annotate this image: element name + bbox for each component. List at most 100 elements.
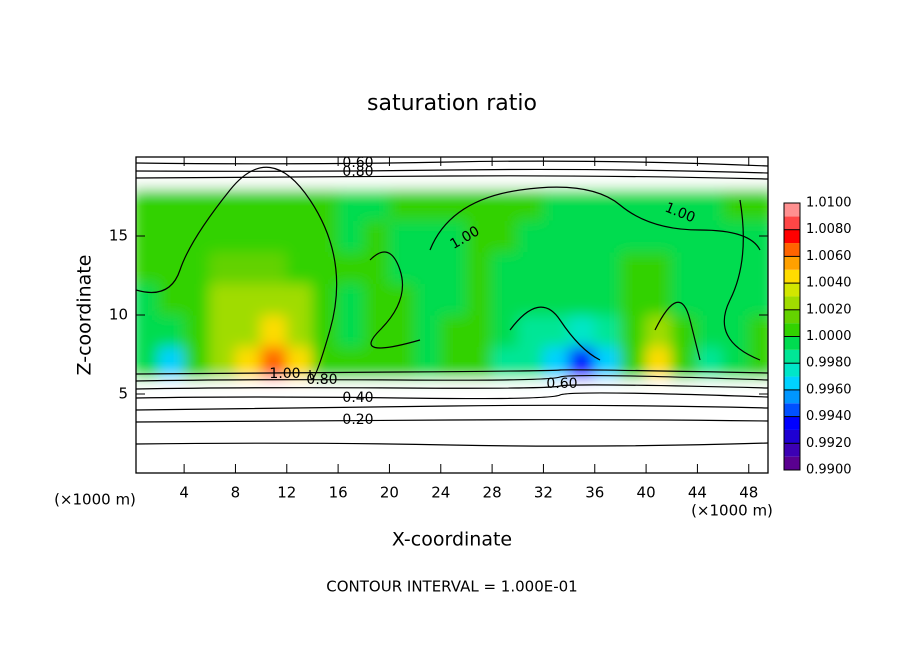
cell: [465, 409, 493, 442]
cell: [465, 346, 493, 379]
cell: [645, 282, 673, 316]
cell: [183, 377, 211, 411]
cell: [645, 251, 673, 284]
cell: [748, 282, 768, 316]
cell: [568, 157, 596, 190]
cell: [748, 188, 768, 221]
cell: [722, 188, 750, 221]
cell: [260, 219, 288, 253]
cell: [748, 440, 768, 473]
cell: [337, 346, 365, 379]
cell: [260, 440, 288, 473]
cell: [645, 188, 673, 221]
cell: [414, 314, 442, 348]
cell: [260, 157, 288, 190]
colorbar-swatch: [784, 203, 800, 217]
cell: [209, 440, 236, 473]
cell: [234, 314, 262, 348]
cell: [183, 251, 211, 284]
cell: [594, 157, 621, 190]
x-tick-label: 4: [179, 484, 189, 502]
cell: [748, 377, 768, 411]
cell: [414, 157, 442, 190]
contour-line: [136, 404, 768, 411]
x-tick-label: 16: [329, 484, 348, 502]
cell: [517, 314, 544, 348]
cell: [363, 440, 390, 473]
cell: [157, 188, 185, 221]
cell: [619, 314, 647, 348]
cell: [209, 188, 236, 221]
cell: [594, 346, 621, 379]
cell: [311, 440, 339, 473]
cell: [619, 409, 647, 442]
cell: [363, 251, 390, 284]
cell: [440, 346, 467, 379]
cell: [465, 251, 493, 284]
cell: [671, 440, 698, 473]
colorbar-swatch: [784, 456, 800, 470]
cell: [209, 219, 236, 253]
cell: [491, 251, 519, 284]
colorbar-label: 1.0080: [806, 222, 852, 237]
cell: [388, 157, 416, 190]
cell: [542, 188, 570, 221]
cell: [183, 188, 211, 221]
colorbar-swatch: [784, 429, 800, 444]
cell: [568, 314, 596, 348]
chart-title: saturation ratio: [367, 91, 537, 116]
cell: [671, 157, 698, 190]
cell: [491, 157, 519, 190]
cell: [440, 409, 467, 442]
cell: [260, 409, 288, 442]
x-tick-label: 48: [739, 484, 758, 502]
cell: [183, 440, 211, 473]
cell: [363, 157, 390, 190]
cell: [465, 219, 493, 253]
cell: [136, 219, 159, 253]
cell: [234, 440, 262, 473]
cell: [722, 219, 750, 253]
contour-line: [136, 166, 338, 380]
x-tick-label: 12: [277, 484, 296, 502]
cell: [696, 251, 724, 284]
x-tick-label: 24: [431, 484, 450, 502]
cell: [748, 251, 768, 284]
contour-line: [136, 374, 768, 382]
cell: [337, 314, 365, 348]
cell: [414, 409, 442, 442]
y-tick-label: 10: [109, 306, 128, 324]
cell: [157, 282, 185, 316]
cell: [388, 409, 416, 442]
cell: [136, 409, 159, 442]
colorbar-swatch: [784, 349, 800, 364]
cell: [465, 314, 493, 348]
cell: [568, 282, 596, 316]
cell: [157, 157, 185, 190]
cell: [671, 314, 698, 348]
cell: [722, 409, 750, 442]
cell: [234, 282, 262, 316]
cell: [209, 282, 236, 316]
cell: [671, 282, 698, 316]
contour-label: 0.40: [342, 390, 373, 406]
cell: [183, 282, 211, 316]
cell: [183, 157, 211, 190]
cell: [722, 157, 750, 190]
x-tick-label: 32: [534, 484, 553, 502]
contour-line: [509, 306, 601, 361]
cell: [260, 314, 288, 348]
colorbar-swatch: [784, 256, 800, 270]
cell: [209, 157, 236, 190]
cell: [234, 188, 262, 221]
cell: [388, 314, 416, 348]
cell: [722, 440, 750, 473]
y-tick-label: 5: [118, 385, 128, 403]
cell: [136, 314, 159, 348]
cell: [671, 251, 698, 284]
cell: [568, 346, 596, 379]
cell: [594, 251, 621, 284]
colorbar-swatch: [784, 269, 800, 284]
cell: [619, 377, 647, 411]
footnote: CONTOUR INTERVAL = 1.000E-01: [326, 578, 577, 596]
